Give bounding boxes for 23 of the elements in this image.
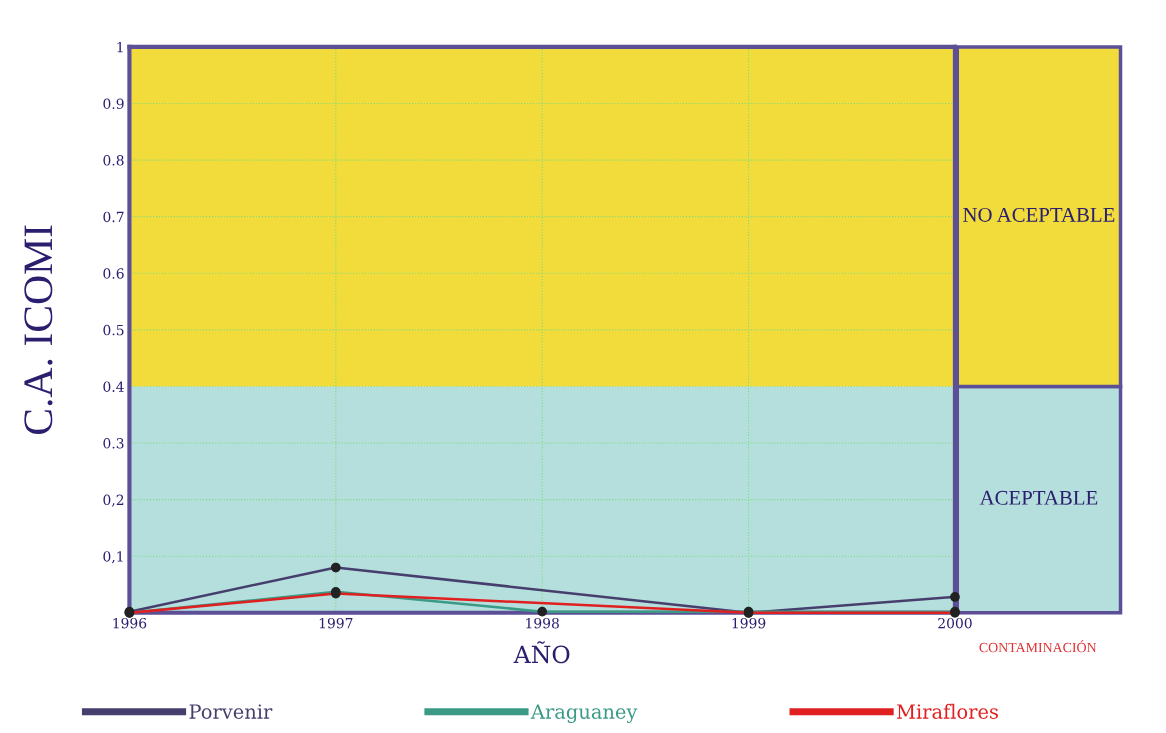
y-tick-label: 0.9 (103, 98, 124, 109)
y-axis-title: C.A. ICOMI (24, 225, 53, 435)
x-tick-label: 1998 (526, 617, 559, 629)
band-label: ACEPTABLE (979, 490, 1098, 505)
text: Porvenir (189, 704, 273, 719)
y-tick-label: 0,1 (103, 551, 123, 564)
text: Miraflores (897, 703, 998, 719)
y-tick-label: 0.4 (103, 381, 124, 392)
x-tick-label: 1997 (319, 617, 353, 629)
y-tick-label: 0.6 (103, 268, 124, 279)
y-tick-label: 1 (117, 41, 123, 53)
x-tick-label: 1999 (732, 617, 766, 629)
y-tick-label: 0,2 (103, 494, 124, 507)
x-axis-title: AÑO (513, 641, 570, 664)
text: CONTAMINACIÓN (979, 640, 1097, 653)
y-tick-label: 0.8 (103, 155, 124, 166)
x-tick-label: 1996 (113, 617, 147, 629)
text: Araguaney (530, 704, 638, 723)
x-tick-label: 2000 (938, 617, 972, 629)
band-label: NO ACEPTABLE (963, 207, 1115, 222)
y-tick-label: 0.5 (103, 324, 124, 336)
y-tick-label: 0.3 (103, 437, 124, 449)
y-tick-label: 0.7 (103, 211, 124, 223)
